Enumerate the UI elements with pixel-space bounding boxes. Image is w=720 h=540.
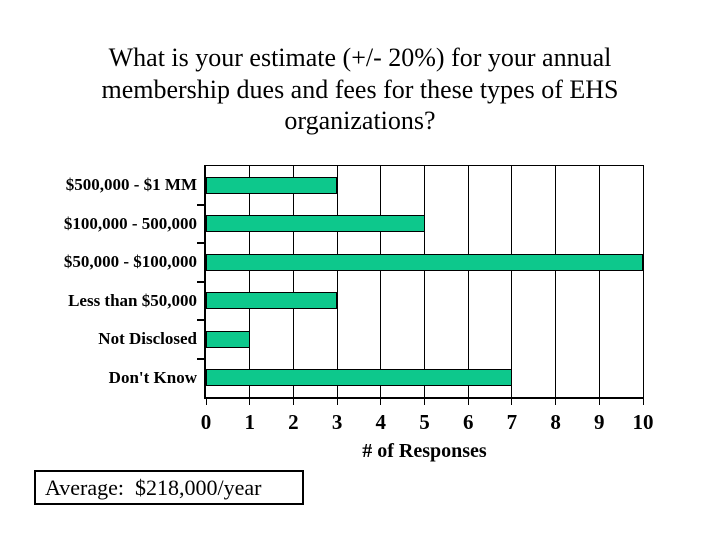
x-axis-tick-labels: 0 1 2 3 4 5 6 7 8 9 10 (201, 410, 654, 434)
category-label: Don't Know (108, 367, 197, 387)
gridline (511, 166, 513, 397)
y-axis-line (204, 165, 206, 399)
gridline (336, 166, 338, 397)
x-axis-tick (555, 399, 557, 405)
gridline (292, 166, 294, 397)
x-axis-line (204, 397, 644, 399)
x-axis-tick (380, 399, 382, 405)
x-axis-tick-label: 4 (375, 410, 387, 434)
x-axis-tick-label: 1 (244, 410, 255, 434)
x-axis-tick-label: 3 (331, 410, 343, 434)
x-axis-tick-label: 6 (462, 410, 474, 434)
y-axis-tick (197, 203, 204, 206)
y-axis-tick (197, 319, 204, 321)
bar (206, 176, 338, 194)
category-label: Not Disclosed (98, 329, 197, 349)
slide-title-line-1: What is your estimate (+/- 20%) for your… (108, 43, 612, 72)
y-axis-tick (197, 280, 204, 283)
bar (206, 215, 425, 233)
average-text: Average: $218,000/year (45, 474, 262, 500)
plot-border-right (643, 165, 644, 399)
x-axis-tick (249, 399, 251, 405)
bar (206, 330, 250, 348)
x-axis-tick (205, 399, 207, 405)
x-axis-tick-label: 8 (550, 410, 561, 434)
x-axis-tick (292, 399, 294, 405)
category-label: $500,000 - $1 MM (65, 175, 197, 195)
category-label: $100,000 - 500,000 (63, 213, 197, 233)
category-axis-labels: $500,000 - $1 MM $100,000 - 500,000 $50,00… (0, 166, 197, 397)
x-axis-tick (511, 399, 513, 405)
category-label: Less than $50,000 (68, 290, 197, 310)
x-axis-tick (467, 399, 469, 405)
x-axis-tick (336, 399, 338, 405)
x-axis-tick-label: 0 (200, 410, 212, 434)
x-axis-tick-label: 9 (594, 410, 605, 434)
x-axis-tick-label: 2 (288, 410, 299, 434)
gridline (380, 166, 382, 397)
x-axis-tick-label: 7 (506, 410, 518, 434)
gridline (467, 166, 469, 397)
gridline (249, 166, 251, 397)
x-axis-tick (642, 399, 644, 405)
slide-title: What is your estimate (+/- 20%) for your… (0, 42, 720, 137)
slide-title-line-3: organizations? (284, 106, 436, 135)
x-axis-tick-label: 5 (419, 410, 430, 434)
average-callout-box: Average: $218,000/year (34, 470, 304, 505)
y-axis-tick (197, 242, 204, 244)
plot-border-top (204, 165, 644, 166)
bar (206, 292, 338, 310)
category-label: $50,000 - $100,000 (63, 252, 197, 272)
bar (206, 253, 643, 271)
gridline (424, 166, 425, 397)
gridline (598, 166, 600, 397)
bar (206, 369, 512, 387)
y-axis-tick (197, 357, 204, 360)
gridline (555, 166, 557, 397)
x-axis-title: # of Responses (362, 440, 487, 462)
x-axis-tick (424, 399, 425, 405)
plot-area (197, 165, 644, 405)
x-axis-tick-label: 10 (632, 410, 654, 434)
slide-title-line-2: membership dues and fees for these types… (101, 74, 619, 104)
x-axis-tick (598, 399, 600, 405)
